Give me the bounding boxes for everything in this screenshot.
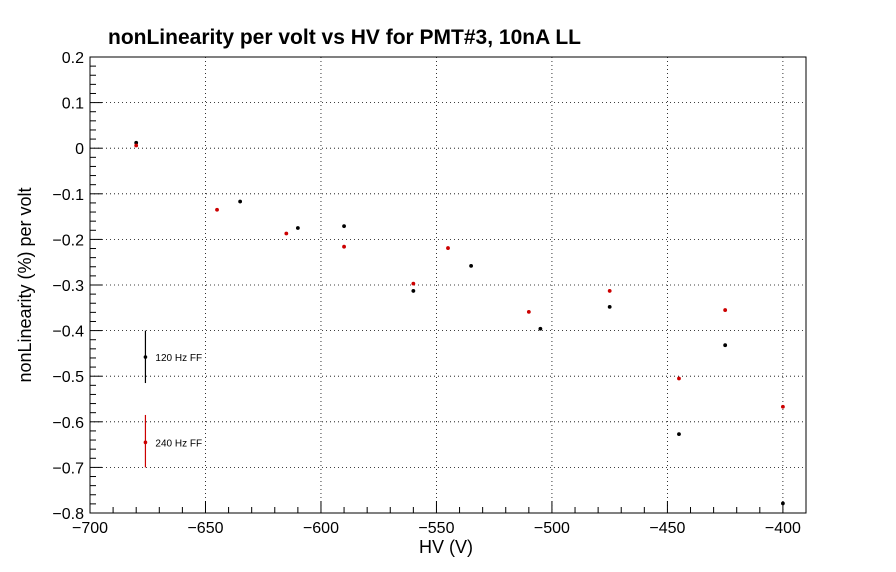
data-point-240hz [526, 310, 531, 314]
legend-label: 120 Hz FF [155, 353, 202, 364]
data-point-120hz [295, 226, 300, 230]
y-tick-label: −0.8 [52, 506, 84, 523]
data-point-120hz [342, 224, 346, 229]
y-tick-label: −0.5 [52, 369, 84, 386]
y-tick-label: −0.4 [52, 324, 84, 341]
data-point-120hz [411, 289, 416, 293]
data-point-240hz [607, 289, 612, 293]
data-point-240hz [723, 308, 728, 312]
data-point-240hz [215, 207, 219, 212]
legend-marker [143, 355, 148, 359]
data-point-240hz [342, 244, 346, 249]
data-point-240hz [411, 281, 416, 286]
y-tick-label: −0.7 [52, 460, 84, 477]
data-point-120hz [607, 304, 612, 309]
data-points [134, 140, 785, 506]
x-tick-label: −600 [303, 520, 339, 537]
y-tick-label: −0.1 [52, 187, 84, 204]
y-tick-label: 0.1 [62, 96, 84, 113]
x-axis-label: HV (V) [419, 537, 473, 557]
x-tick-label: −700 [72, 520, 108, 537]
chart-title: nonLinearity per volt vs HV for PMT#3, 1… [108, 26, 581, 49]
data-point-240hz [134, 143, 139, 148]
data-point-120hz [781, 501, 785, 506]
x-tick-label: −450 [649, 520, 685, 537]
x-tick-label: −400 [765, 520, 801, 537]
x-tick-label: −500 [534, 520, 570, 537]
data-point-240hz [677, 376, 681, 381]
y-tick-label: 0 [75, 141, 84, 158]
legend-marker [143, 440, 148, 445]
data-point-120hz [469, 263, 473, 268]
data-point-120hz [238, 199, 243, 204]
legend-label: 240 Hz FF [155, 438, 202, 449]
y-tick-label: −0.6 [52, 415, 84, 432]
y-axis-label: nonLinearity (%) per volt [15, 187, 35, 382]
axes: −700 −650 −600 −550 −500 −450 −400 0.2 0.1 0 −0.1 −… [52, 50, 801, 537]
y-tick-label: 0.2 [62, 50, 84, 67]
grid [90, 57, 806, 513]
legend: 120 Hz FF 240 Hz FF [143, 330, 202, 468]
x-tick-label: −650 [187, 520, 223, 537]
data-point-120hz [134, 140, 139, 145]
x-tick-label: −550 [418, 520, 454, 537]
data-point-240hz [284, 231, 289, 236]
data-point-240hz [781, 404, 785, 409]
y-tick-label: −0.2 [52, 232, 84, 249]
data-point-120hz [723, 343, 728, 348]
data-point-120hz [677, 432, 681, 437]
data-point-240hz [446, 246, 450, 250]
data-point-120hz [538, 326, 543, 331]
y-tick-label: −0.3 [52, 278, 84, 295]
